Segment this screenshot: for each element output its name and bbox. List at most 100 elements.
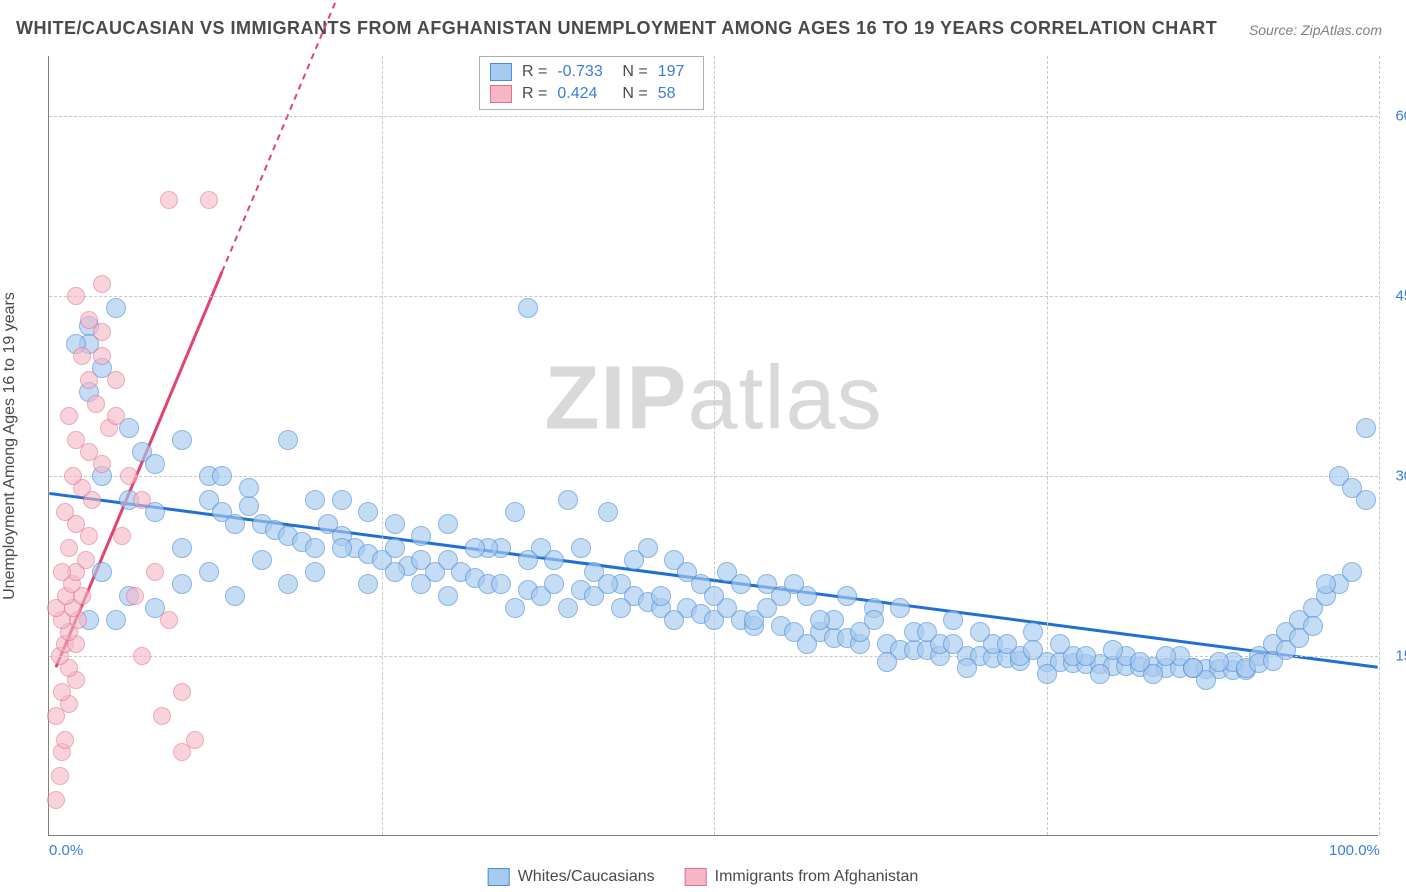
legend-label: Immigrants from Afghanistan: [715, 868, 919, 886]
scatter-point: [225, 514, 245, 534]
scatter-point: [491, 574, 511, 594]
scatter-point: [1037, 664, 1057, 684]
scatter-point: [212, 466, 232, 486]
scatter-point: [160, 191, 178, 209]
scatter-point: [252, 550, 272, 570]
scatter-point: [877, 652, 897, 672]
scatter-point: [1023, 640, 1043, 660]
scatter-point: [358, 574, 378, 594]
scatter-point: [970, 622, 990, 642]
scatter-point: [544, 574, 564, 594]
scatter-point: [133, 647, 151, 665]
scatter-point: [67, 287, 85, 305]
scatter-point: [598, 574, 618, 594]
scatter-point: [199, 562, 219, 582]
scatter-point: [731, 574, 751, 594]
scatter-point: [518, 298, 538, 318]
trend-line-extension: [222, 0, 368, 272]
scatter-point: [56, 503, 74, 521]
scatter-point: [1356, 418, 1376, 438]
scatter-point: [146, 563, 164, 581]
legend-item: Whites/Caucasians: [488, 868, 655, 886]
scatter-point: [997, 634, 1017, 654]
scatter-point: [917, 622, 937, 642]
scatter-point: [465, 538, 485, 558]
scatter-point: [1050, 634, 1070, 654]
scatter-point: [107, 371, 125, 389]
x-tick-label: 100.0%: [1329, 842, 1380, 859]
scatter-point: [1076, 646, 1096, 666]
scatter-point: [145, 454, 165, 474]
scatter-point: [106, 610, 126, 630]
scatter-point: [757, 598, 777, 618]
scatter-point: [677, 562, 697, 582]
scatter-point: [385, 562, 405, 582]
scatter-point: [1342, 562, 1362, 582]
scatter-point: [93, 347, 111, 365]
scatter-point: [332, 538, 352, 558]
scatter-point: [505, 502, 525, 522]
gridline-vertical: [382, 56, 383, 835]
scatter-point: [172, 574, 192, 594]
scatter-point: [153, 707, 171, 725]
stat-n-value: 197: [658, 63, 693, 81]
scatter-point: [864, 610, 884, 630]
scatter-point: [943, 634, 963, 654]
scatter-point: [1209, 652, 1229, 672]
scatter-point: [664, 610, 684, 630]
scatter-point: [64, 467, 82, 485]
scatter-point: [305, 538, 325, 558]
scatter-point: [1356, 490, 1376, 510]
legend-swatch: [685, 868, 707, 886]
scatter-point: [67, 431, 85, 449]
scatter-point: [92, 562, 112, 582]
scatter-point: [80, 527, 98, 545]
legend-label: Whites/Caucasians: [518, 868, 655, 886]
scatter-point: [56, 731, 74, 749]
scatter-point: [571, 538, 591, 558]
scatter-point: [93, 275, 111, 293]
y-tick-label: 60.0%: [1383, 108, 1406, 125]
scatter-point: [239, 496, 259, 516]
scatter-point: [624, 550, 644, 570]
plot-area: ZIPatlas R =-0.733N =197R =0.424N =58 15…: [48, 56, 1378, 836]
scatter-point: [704, 586, 724, 606]
scatter-point: [598, 502, 618, 522]
y-tick-label: 30.0%: [1383, 468, 1406, 485]
stat-n-label: N =: [622, 85, 647, 103]
scatter-point: [77, 551, 95, 569]
gridline-vertical: [714, 56, 715, 835]
scatter-point: [80, 443, 98, 461]
scatter-point: [93, 455, 111, 473]
scatter-point: [173, 743, 191, 761]
scatter-point: [943, 610, 963, 630]
scatter-point: [1183, 658, 1203, 678]
scatter-point: [160, 611, 178, 629]
scatter-point: [385, 514, 405, 534]
x-tick-label: 0.0%: [49, 842, 83, 859]
scatter-point: [73, 347, 91, 365]
stats-row: R =0.424N =58: [490, 83, 693, 105]
scatter-point: [1156, 646, 1176, 666]
scatter-point: [305, 490, 325, 510]
scatter-point: [305, 562, 325, 582]
scatter-point: [93, 323, 111, 341]
stat-r-value: -0.733: [557, 63, 612, 81]
chart-title: WHITE/CAUCASIAN VS IMMIGRANTS FROM AFGHA…: [16, 18, 1217, 39]
stat-r-value: 0.424: [557, 85, 612, 103]
scatter-point: [411, 526, 431, 546]
scatter-point: [47, 791, 65, 809]
scatter-point: [60, 539, 78, 557]
scatter-point: [411, 574, 431, 594]
stat-r-label: R =: [522, 63, 547, 81]
scatter-point: [126, 587, 144, 605]
bottom-legend: Whites/Caucasians Immigrants from Afghani…: [488, 868, 919, 886]
stat-r-label: R =: [522, 85, 547, 103]
y-tick-label: 45.0%: [1383, 288, 1406, 305]
watermark-bold: ZIP: [544, 348, 687, 448]
stat-n-label: N =: [622, 63, 647, 81]
scatter-point: [87, 395, 105, 413]
scatter-point: [358, 502, 378, 522]
scatter-point: [106, 298, 126, 318]
scatter-point: [1023, 622, 1043, 642]
